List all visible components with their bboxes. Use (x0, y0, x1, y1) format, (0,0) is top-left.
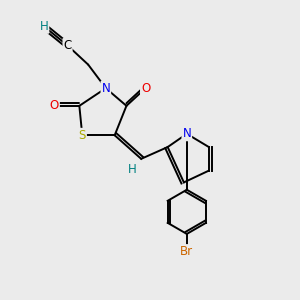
Text: N: N (182, 127, 191, 140)
Text: S: S (79, 129, 86, 142)
Text: O: O (50, 99, 59, 112)
Text: O: O (141, 82, 150, 95)
Text: N: N (101, 82, 110, 95)
Text: H: H (40, 20, 48, 33)
Text: Br: Br (180, 245, 194, 258)
Text: H: H (128, 163, 137, 176)
Text: C: C (63, 39, 72, 52)
